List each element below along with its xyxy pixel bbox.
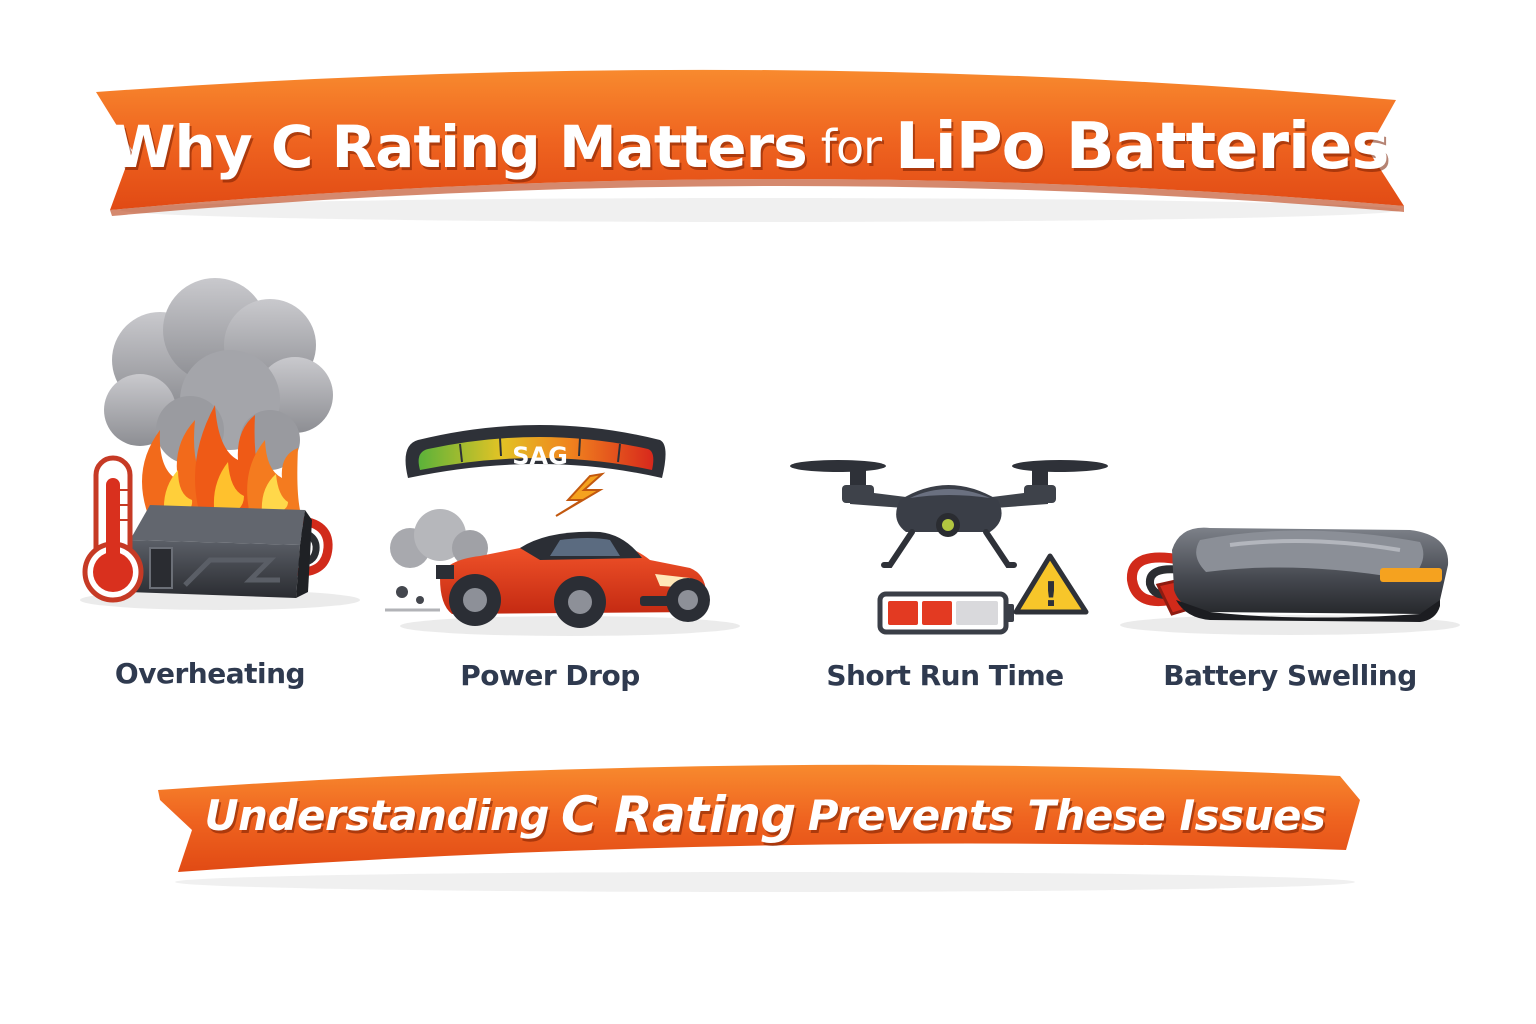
sag-gauge-icon: SAG: [405, 425, 666, 517]
title-banner: [96, 69, 1404, 222]
subtitle-part-3: Prevents These Issues: [807, 790, 1326, 840]
gauge-label: SAG: [512, 442, 568, 470]
thermometer-icon: [82, 455, 144, 603]
smoke-icon: [104, 278, 333, 470]
issue-label-power-drop: Power Drop: [460, 659, 640, 692]
low-battery-icon: [877, 591, 1014, 635]
subtitle-part-2: C Rating: [560, 786, 796, 844]
title-part-3: LiPo Batteries: [895, 110, 1389, 184]
issue-label-short-run-time: Short Run Time: [826, 659, 1064, 692]
issue-label-overheating: Overheating: [114, 657, 306, 690]
issue-label-battery-swelling: Battery Swelling: [1163, 659, 1417, 692]
title-part-1: Why C Rating Matters: [111, 113, 808, 181]
warning-icon: !: [1013, 553, 1089, 615]
subtitle-part-1: Understanding: [204, 790, 549, 840]
title-part-2: for: [820, 120, 882, 174]
drone-low-battery-icon: !: [790, 460, 1108, 635]
flame-icon: [142, 405, 300, 520]
page-title: Why C Rating Matters for LiPo Batteries: [100, 92, 1400, 202]
swollen-battery-icon: [1120, 527, 1460, 635]
rc-car-voltage-sag-icon: SAG: [385, 425, 740, 636]
page-subtitle: Understanding C Rating Prevents These Is…: [170, 770, 1360, 860]
overheating-battery-icon: [80, 278, 360, 610]
subtitle-banner: [158, 764, 1360, 892]
warning-mark: !: [1043, 575, 1059, 615]
